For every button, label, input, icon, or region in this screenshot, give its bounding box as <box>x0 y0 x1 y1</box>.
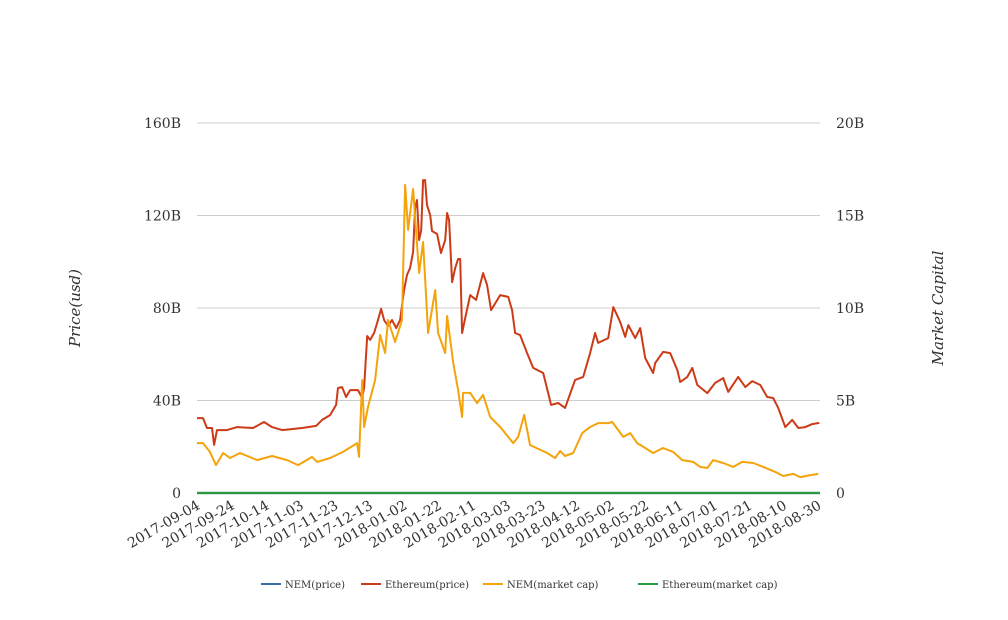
y-tick-label: 160B <box>144 116 181 132</box>
y-tick-label: 80B <box>153 301 181 317</box>
right-axis-ticks: 0 5B 10B 15B 20B <box>836 116 864 502</box>
series-line-nem-market-cap <box>197 184 819 479</box>
legend-item: NEM(price) <box>261 580 345 591</box>
y-tick-label: 120B <box>144 209 181 225</box>
y2-tick-label: 5B <box>836 394 855 410</box>
y2-tick-label: 15B <box>836 209 864 225</box>
legend-label: NEM(market cap) <box>507 580 599 591</box>
legend: NEM(price) Ethereum(price) NEM(market cap)… <box>261 580 778 591</box>
legend-label: NEM(price) <box>285 580 345 591</box>
y2-tick-label: 10B <box>836 301 864 317</box>
y-tick-label: 40B <box>153 394 181 410</box>
gridlines <box>197 122 820 401</box>
y-axis-label: Price(usd) <box>66 269 84 348</box>
y-tick-label: 0 <box>172 486 181 502</box>
left-axis-ticks: 0 40B 80B 120B 160B <box>144 116 181 502</box>
y2-tick-label: 20B <box>836 116 864 132</box>
legend-label: Ethereum(price) <box>385 580 469 591</box>
x-axis-ticks: 2017-09-042017-09-242017-10-142017-11-03… <box>125 498 824 552</box>
series-lines <box>197 179 820 495</box>
y2-tick-label: 0 <box>836 486 845 502</box>
legend-item: Ethereum(price) <box>361 580 469 591</box>
series-line-ethereum-price <box>197 179 820 446</box>
y2-axis-label: Market Capital <box>929 250 947 366</box>
legend-label: Ethereum(market cap) <box>662 580 778 591</box>
legend-item: Ethereum(market cap) <box>638 580 778 591</box>
legend-item: NEM(market cap) <box>483 580 599 591</box>
